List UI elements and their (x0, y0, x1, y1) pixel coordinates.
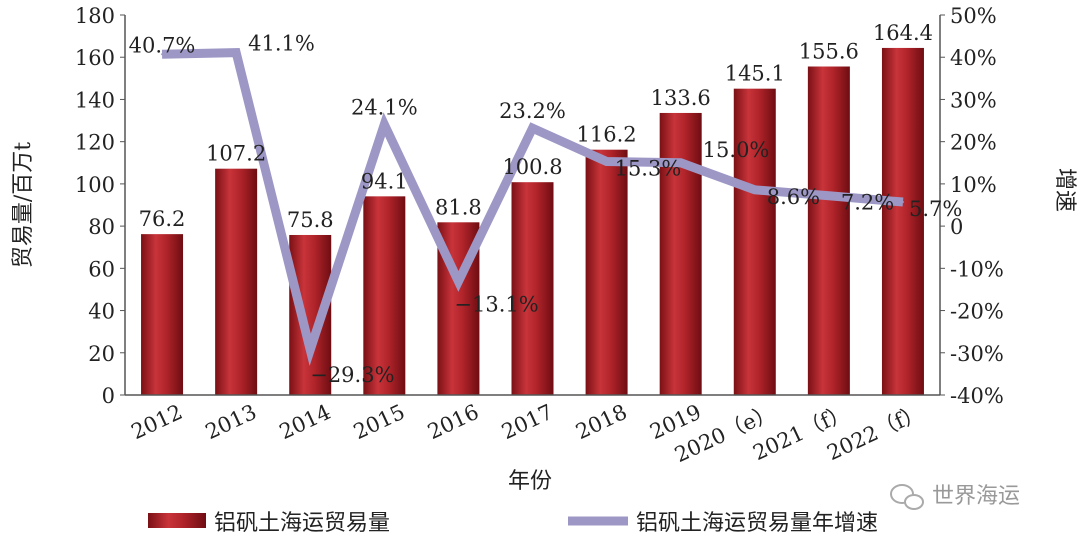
bar-2012 (141, 234, 184, 395)
y2-tick-label: 50% (950, 4, 997, 28)
bar-data-label: 133.6 (651, 86, 711, 110)
x-tick-label: 2015 (350, 400, 409, 444)
y-tick-label: 80 (88, 215, 115, 239)
x-tick-label: 2013 (202, 400, 261, 444)
y2-tick-label: 30% (950, 88, 997, 112)
growth-point-2013 (235, 51, 238, 54)
growth-point-2018 (605, 160, 608, 163)
growth-point-2016 (457, 280, 460, 283)
y-tick-label: 140 (75, 88, 115, 112)
bar-data-label: 100.8 (502, 155, 562, 179)
growth-point-2021（f） (827, 194, 830, 197)
bar-2015 (363, 196, 406, 395)
legend-bar-label: 铝矾土海运贸易量 (214, 511, 390, 536)
x-tick-label: 2017 (498, 400, 557, 444)
growth-point-2014 (309, 348, 312, 351)
growth-data-label: 24.1% (351, 95, 418, 119)
growth-data-label: 15.3% (615, 157, 682, 181)
bar-data-label: 94.1 (361, 169, 408, 193)
growth-data-label: 41.1% (248, 32, 315, 56)
growth-point-2017 (531, 127, 534, 130)
bar-2022（f） (881, 47, 924, 395)
y-tick-label: 100 (75, 173, 115, 197)
y2-tick-label: 10% (950, 173, 997, 197)
growth-point-2019 (679, 161, 682, 164)
y-tick-label: 0 (102, 384, 115, 408)
growth-data-label: 8.6% (767, 185, 820, 209)
y-tick-label: 40 (88, 300, 115, 324)
bar-data-label: 155.6 (799, 40, 859, 64)
growth-data-label: 40.7% (129, 33, 196, 57)
y2-tick-label: 40% (950, 46, 997, 70)
x-tick-label: 2016 (424, 400, 483, 444)
growth-data-label: 5.7% (909, 197, 962, 221)
y2-tick-label: 20% (950, 131, 997, 155)
y-tick-label: 180 (75, 4, 115, 28)
bar-2020（e） (733, 88, 776, 395)
watermark: 世界海运 (932, 484, 1020, 509)
bar-2013 (215, 168, 258, 395)
growth-data-label: 15.0% (703, 138, 770, 162)
x-axis-label: 年份 (508, 469, 552, 494)
growth-data-label: −13.1% (454, 292, 538, 316)
bar-data-label: 145.1 (725, 62, 785, 86)
bar-data-label: 75.8 (287, 208, 334, 232)
x-tick-label: 2018 (572, 400, 631, 444)
y2-tick-label: -40% (950, 384, 1004, 408)
wechat-icon (890, 484, 924, 510)
y2-tick-label: 0 (950, 215, 963, 239)
bar-data-label: 76.2 (139, 207, 186, 231)
y-tick-label: 60 (88, 257, 115, 281)
y-axis-label: 贸易量/百万t (11, 142, 36, 268)
bar-data-label: 81.8 (435, 195, 482, 219)
y2-tick-label: -30% (950, 342, 1004, 366)
y-tick-label: 160 (75, 46, 115, 70)
bar-data-label: 116.2 (577, 123, 637, 147)
growth-point-2012 (161, 53, 164, 56)
bar-2017 (511, 182, 554, 395)
y2-tick-label: -20% (950, 300, 1004, 324)
growth-data-label: 7.2% (841, 191, 894, 215)
bar-data-label: 164.4 (873, 21, 933, 45)
legend-bar-swatch (148, 513, 206, 528)
growth-point-2020（e） (753, 188, 756, 191)
bar-data-label: 107.2 (206, 142, 266, 166)
bar-2019 (659, 112, 702, 395)
legend-line-label: 铝矾土海运贸易量年增速 (636, 511, 878, 536)
growth-data-label: −29.3% (310, 363, 394, 387)
growth-data-label: 23.2% (499, 99, 566, 123)
x-tick-label: 2014 (276, 400, 335, 444)
growth-point-2015 (383, 123, 386, 126)
growth-point-2022（f） (901, 201, 904, 204)
x-tick-label: 2012 (128, 400, 187, 444)
bar-2018 (585, 149, 628, 395)
y2-tick-label: -10% (950, 257, 1004, 281)
bar-2021（f） (807, 66, 850, 395)
y-tick-label: 20 (88, 342, 115, 366)
y-tick-label: 120 (75, 131, 115, 155)
y2-axis-label: 增速 (1052, 168, 1077, 212)
